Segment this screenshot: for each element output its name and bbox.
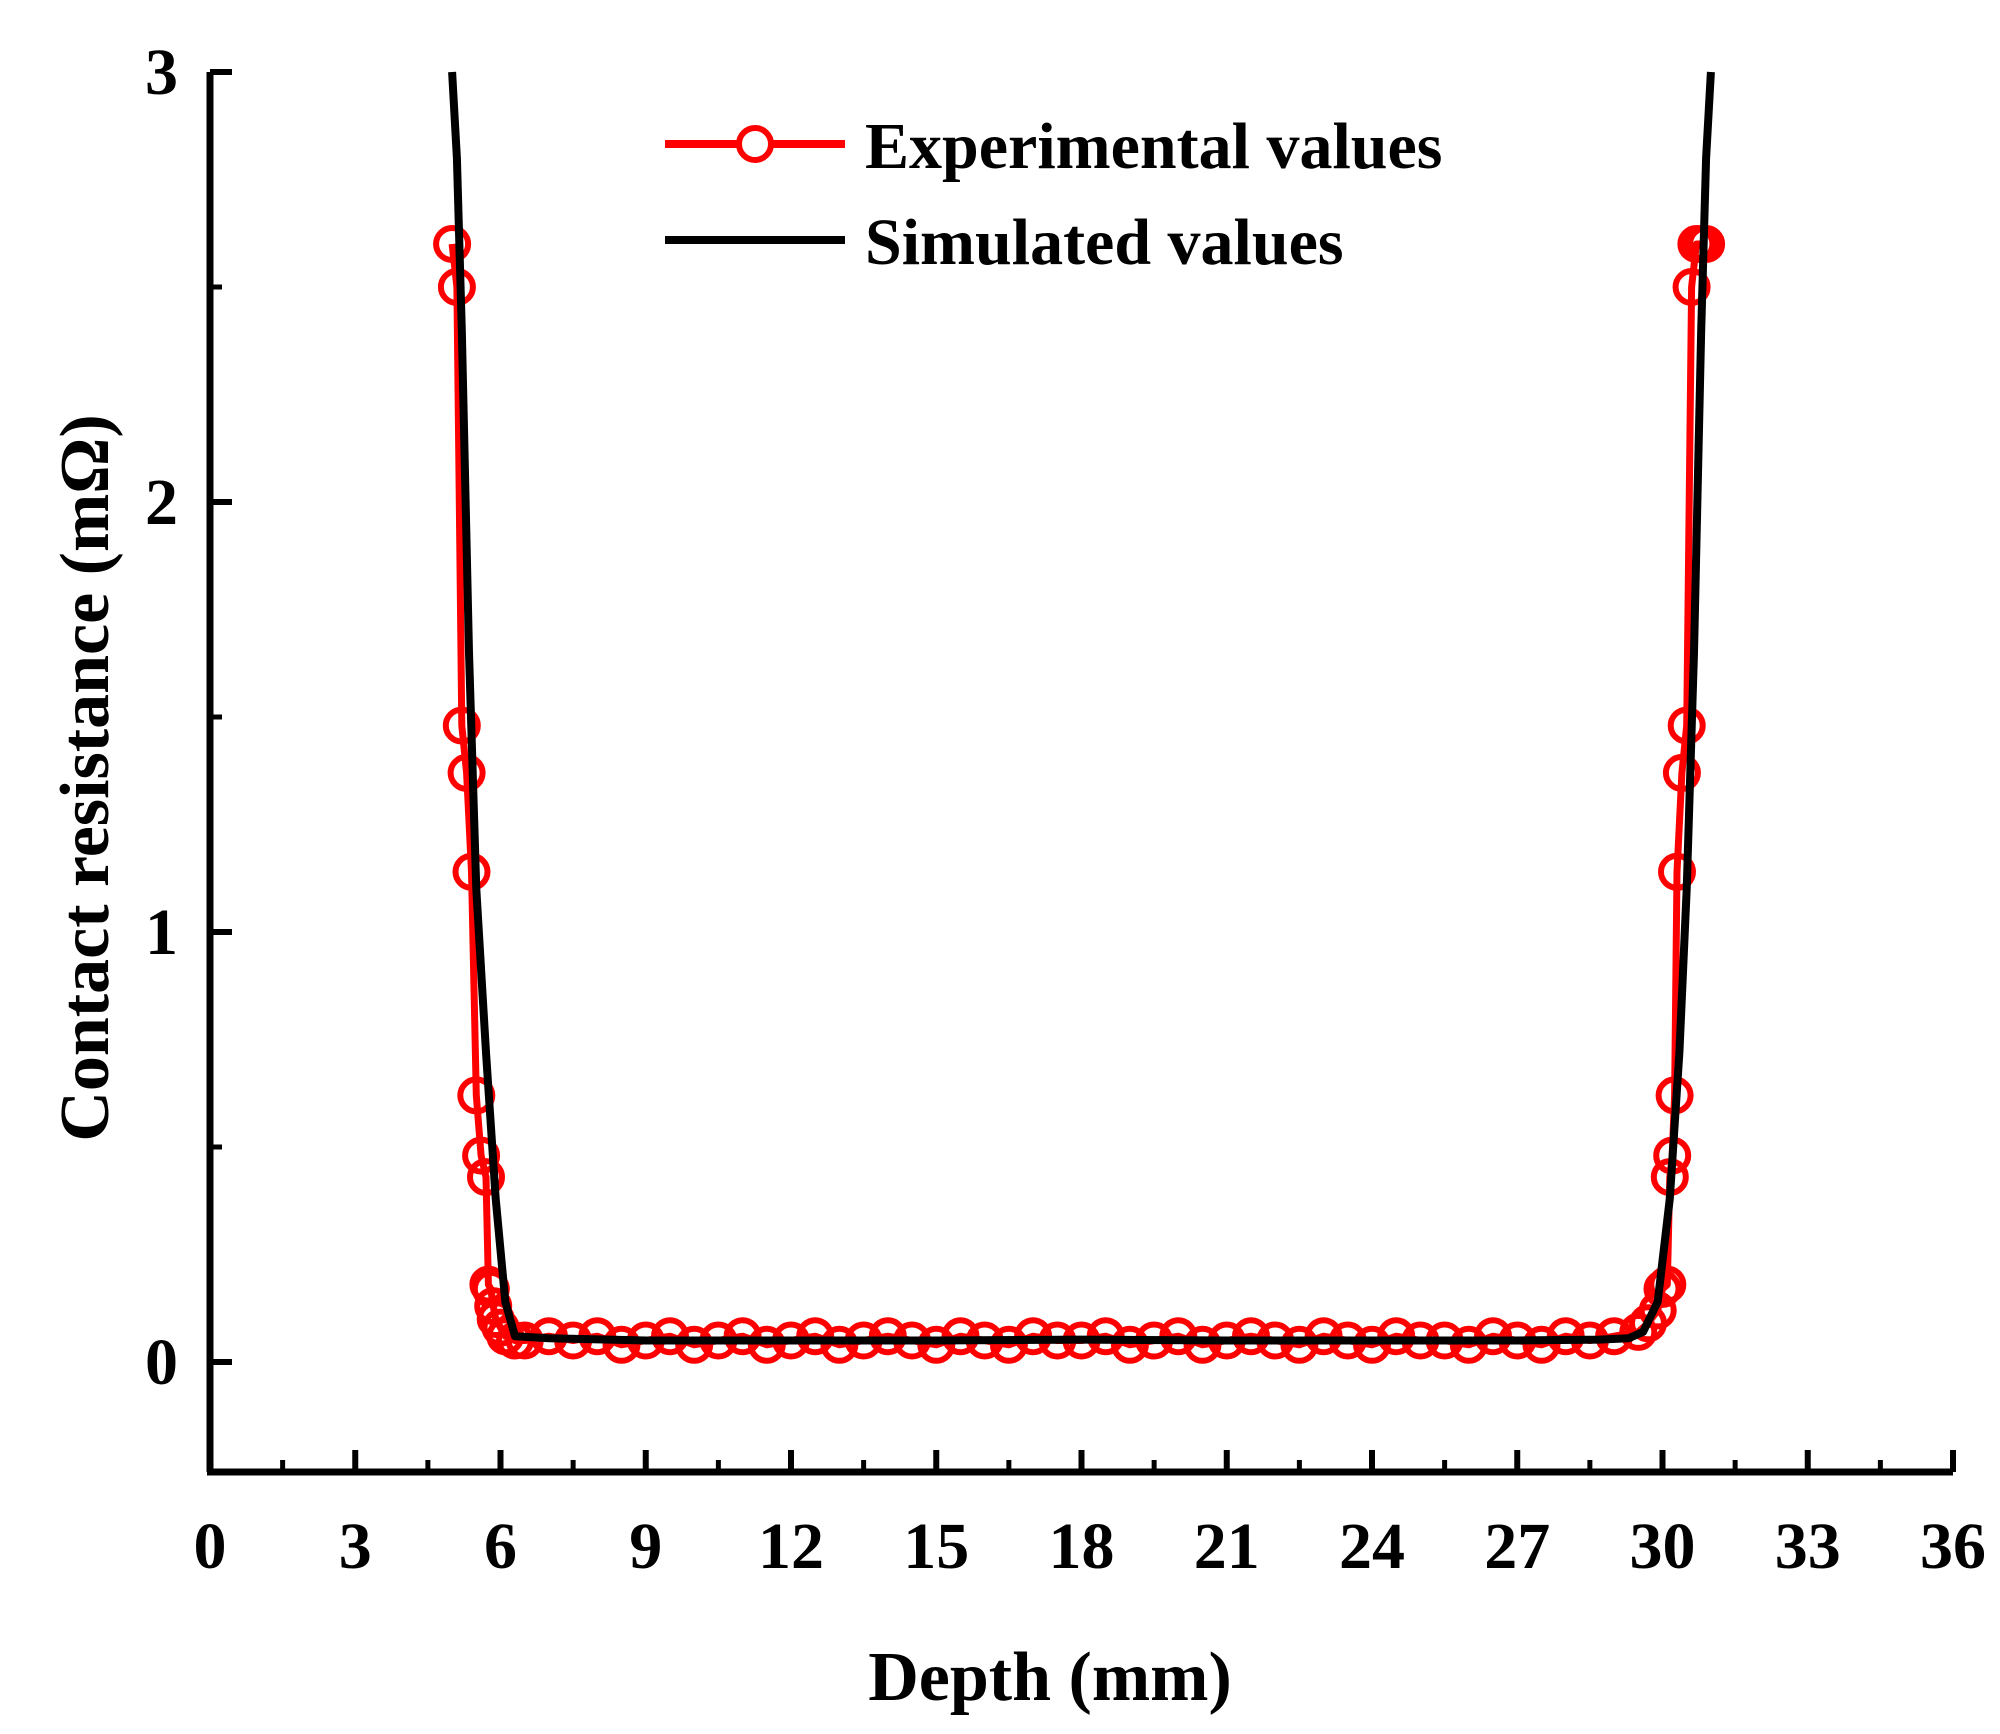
x-tick-label: 3: [339, 1510, 372, 1583]
x-tick-label: 6: [484, 1510, 517, 1583]
experimental-point: [747, 1325, 786, 1364]
experimental-point: [1522, 1325, 1561, 1364]
experimental-point: [917, 1325, 956, 1364]
experimental-point: [442, 706, 481, 745]
x-tick-label: 33: [1775, 1510, 1841, 1583]
y-tick-label: 3: [145, 36, 178, 109]
experimental-point: [941, 1317, 980, 1356]
experimental-point: [1304, 1317, 1343, 1356]
simulated-line: [448, 71, 1715, 1345]
experimental-point: [1110, 1325, 1149, 1364]
experimental-point: [1672, 268, 1711, 306]
experimental-point: [1183, 1325, 1222, 1364]
experimental-point: [651, 1317, 689, 1356]
x-tick-label: 30: [1630, 1510, 1696, 1583]
experimental-point: [1658, 852, 1696, 891]
x-axis-title: Depth (mm): [868, 1639, 1232, 1716]
y-axis-title: Contact resistance (mΩ): [47, 414, 124, 1141]
experimental-point: [1449, 1325, 1488, 1364]
labels: Depth (mm) Contact resistance (mΩ): [47, 414, 1232, 1716]
series-layer: [433, 71, 1726, 1364]
experimental-point: [796, 1317, 835, 1356]
experimental-point: [1474, 1317, 1512, 1356]
x-tick-label: 21: [1194, 1510, 1260, 1583]
experimental-point: [602, 1325, 641, 1364]
experimental-point: [433, 225, 472, 263]
experimental-point: [1232, 1317, 1270, 1356]
legend: Experimental values Simulated values: [665, 110, 1442, 279]
experimental-point: [1648, 1265, 1687, 1304]
experimental-point: [675, 1325, 714, 1364]
x-tick-label: 27: [1484, 1510, 1550, 1583]
y-tick-label: 2: [145, 466, 178, 539]
experimental-point: [868, 1317, 907, 1356]
experimental-point: [989, 1325, 1028, 1364]
legend-marker-experimental: [736, 125, 774, 163]
experimental-point: [447, 753, 486, 792]
x-tick-label: 24: [1339, 1510, 1405, 1583]
x-tick-label: 15: [903, 1510, 969, 1583]
y-tick-label: 1: [145, 896, 178, 969]
experimental-point: [467, 1158, 505, 1197]
experimental-point: [1353, 1325, 1391, 1364]
experimental-point: [1662, 753, 1701, 792]
experimental-point: [1280, 1325, 1319, 1364]
experimental-point: [1619, 1312, 1658, 1351]
x-tick-label: 12: [758, 1510, 824, 1583]
experimental-line: [448, 240, 1707, 1349]
legend-label-simulated: Simulated values: [865, 206, 1344, 279]
experimental-point: [1377, 1317, 1416, 1356]
experimental-point: [820, 1325, 859, 1364]
experimental-point: [1667, 706, 1706, 745]
experimental-point: [723, 1317, 762, 1356]
experimental-point: [462, 1136, 501, 1175]
x-tick-label: 36: [1920, 1510, 1986, 1583]
x-tick-label: 9: [629, 1510, 662, 1583]
legend-label-experimental: Experimental values: [865, 110, 1442, 183]
y-tick-label: 0: [145, 1326, 178, 1399]
x-tick-label: 0: [194, 1510, 227, 1583]
x-tick-label: 18: [1049, 1510, 1115, 1583]
